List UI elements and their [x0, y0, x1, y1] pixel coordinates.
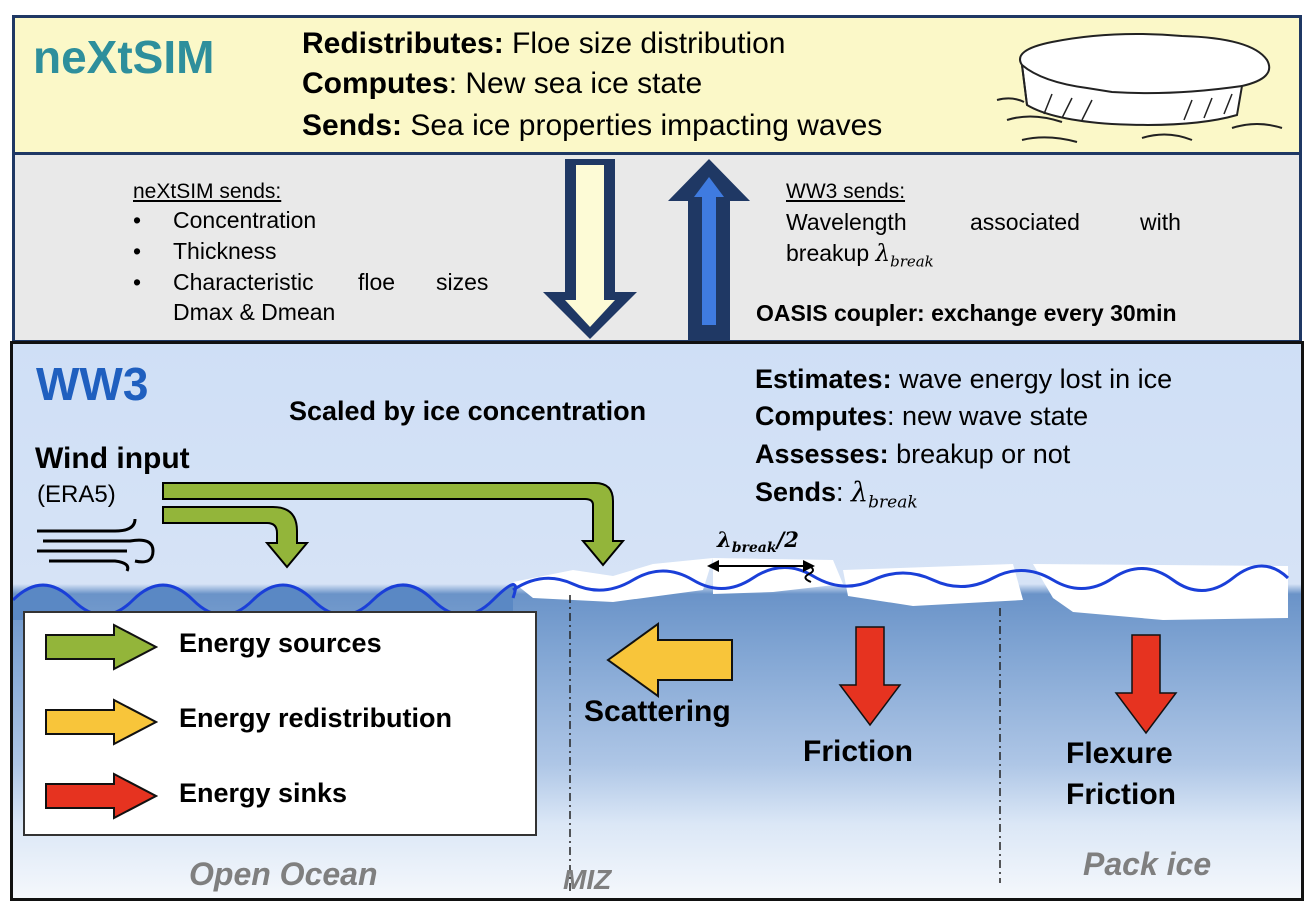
nextsim-line-1: Redistributes: Floe size distribution: [302, 27, 786, 60]
scattering-label: Scattering: [584, 695, 731, 728]
wave-icon: [13, 558, 1290, 620]
ww3-line-3: Assesses: breakup or not: [755, 439, 1071, 469]
ice-floe-icon: [996, 33, 1283, 143]
ww3-sends-title: WW3 sends:: [786, 180, 906, 203]
coupler-panel: [12, 155, 1302, 343]
ww3-title: WW3: [36, 358, 149, 410]
pack-ice-divider: [999, 608, 1001, 883]
ww3-text-associated: associated: [970, 209, 1080, 235]
ww3-text-with: with: [1140, 209, 1181, 235]
legend-redistribution-arrow-icon: [45, 698, 158, 746]
nextsim-sends-title: neXtSIM sends:: [133, 180, 282, 203]
item-characteristic: Characteristic: [173, 269, 314, 295]
ww3-line-4: Sends: λbreak: [755, 477, 918, 513]
legend-source-arrow-icon: [45, 623, 158, 671]
legend-sink-arrow-icon: [45, 772, 158, 820]
bullet-3: •: [133, 269, 142, 295]
ww3-text-breakup: breakup λbreak: [786, 240, 934, 271]
oasis-label: OASIS coupler: exchange every 30min: [756, 300, 1177, 326]
item-thickness: Thickness: [173, 238, 277, 264]
legend-label-sinks: Energy sinks: [179, 778, 348, 808]
friction-arrow-icon: [838, 626, 902, 727]
bullet-2: •: [133, 238, 142, 264]
pack-ice-label: Pack ice: [1083, 846, 1212, 882]
open-ocean-label: Open Ocean: [189, 856, 378, 892]
ww3-text-wavelength: Wavelength: [786, 209, 907, 235]
miz-label: MIZ: [563, 864, 612, 895]
wind-input-label: Wind input: [35, 442, 190, 475]
flexure-label: Flexure: [1066, 737, 1173, 770]
item-sizes: sizes: [436, 269, 489, 295]
down-arrow-icon: [543, 159, 637, 339]
item-floe: floe: [358, 269, 396, 295]
half-wavelength-arrow: [707, 560, 815, 583]
nextsim-line-2: Computes: New sea ice state: [302, 67, 703, 100]
source-arrows: [162, 482, 626, 569]
bullet-1: •: [133, 207, 142, 233]
flexure-arrow-icon: [1114, 634, 1178, 735]
item-dmax-dmean: Dmax & Dmean: [173, 299, 336, 325]
friction-label: Friction: [803, 735, 913, 768]
nextsim-line-3: Sends: Sea ice properties impacting wave…: [302, 109, 883, 142]
legend-label-sources: Energy sources: [179, 628, 382, 658]
up-arrow-icon: [668, 159, 750, 341]
item-concentration: Concentration: [173, 207, 317, 233]
half-wavelength-label: λbreak/2: [717, 527, 799, 557]
scattering-arrow-icon: [606, 622, 733, 698]
era5-label: (ERA5): [37, 481, 116, 508]
ww3-line-1: Estimates: wave energy lost in ice: [755, 364, 1173, 394]
ww3-line-2: Computes: new wave state: [755, 401, 1089, 431]
nextsim-title: neXtSIM: [33, 31, 215, 83]
friction2-label: Friction: [1066, 778, 1176, 811]
miz-divider: [569, 595, 571, 895]
wind-icon: [37, 518, 155, 572]
scaled-label: Scaled by ice concentration: [289, 396, 647, 426]
legend-label-redistribution: Energy redistribution: [179, 703, 453, 733]
